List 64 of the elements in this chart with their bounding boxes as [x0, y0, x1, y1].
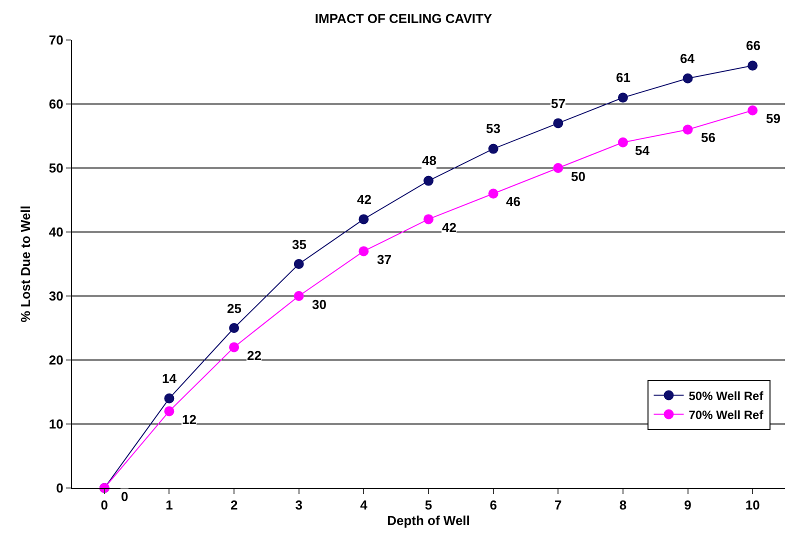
- y-tick-label: 10: [48, 416, 64, 432]
- point: [229, 342, 240, 352]
- point: [424, 176, 434, 186]
- data-label: 22: [247, 348, 262, 363]
- x-axis-title: Depth of Well: [387, 513, 470, 528]
- legend-label: 50% Well Ref: [688, 388, 764, 403]
- data-label: 48: [422, 153, 436, 168]
- point: [682, 73, 693, 84]
- point: [424, 214, 434, 224]
- x-tick-label: 6: [490, 498, 497, 513]
- data-label: 25: [227, 301, 242, 316]
- data-label: 53: [486, 121, 500, 136]
- point: [164, 393, 174, 404]
- y-tick-label: 30: [48, 288, 64, 304]
- y-tick-label: 50: [48, 160, 64, 176]
- x-tick-label: 5: [424, 498, 432, 513]
- data-label: 42: [357, 192, 372, 207]
- point: [488, 188, 498, 199]
- y-axis-title: % Lost Due to Well: [18, 206, 33, 322]
- x-tick-label: 3: [295, 498, 302, 513]
- data-label: 14: [162, 371, 178, 386]
- point: [553, 118, 564, 128]
- data-label: 57: [551, 96, 566, 111]
- x-tick-label: 4: [360, 498, 368, 513]
- y-tick-label: 40: [48, 224, 64, 240]
- x-tick-label: 0: [100, 498, 108, 513]
- y-tick-label: 70: [48, 32, 64, 48]
- point: [748, 105, 758, 116]
- point: [294, 259, 304, 269]
- x-tick-label: 1: [166, 498, 173, 513]
- data-label: 50: [571, 169, 586, 184]
- chart-title: IMPACT OF CEILING CAVITY: [314, 10, 492, 26]
- x-tick-label: 10: [745, 498, 760, 513]
- data-label: 42: [442, 220, 456, 235]
- point: [229, 323, 240, 333]
- data-label: 35: [292, 237, 306, 252]
- x-tick-label: 2: [230, 498, 238, 513]
- point: [618, 137, 628, 148]
- x-tick-label: 7: [554, 498, 562, 513]
- data-label: 54: [635, 143, 650, 158]
- legend-label: 70% Well Ref: [688, 408, 764, 422]
- data-label: 66: [746, 38, 760, 53]
- data-label: 59: [766, 111, 780, 126]
- data-label: 64: [680, 51, 696, 66]
- y-tick-label: 20: [48, 352, 64, 368]
- point: [294, 291, 304, 301]
- point: [488, 144, 498, 154]
- point: [748, 60, 758, 71]
- point: [358, 214, 369, 224]
- y-tick-label: 0: [56, 480, 64, 496]
- x-tick-label: 9: [684, 498, 692, 513]
- data-label: 61: [616, 70, 630, 85]
- point: [618, 92, 628, 103]
- data-label: 46: [506, 194, 520, 209]
- point: [553, 163, 564, 173]
- x-tick-label: 8: [619, 498, 627, 513]
- data-label: 37: [377, 252, 392, 267]
- data-label: 56: [701, 130, 716, 145]
- point: [358, 246, 369, 256]
- data-label: 12: [182, 412, 196, 427]
- point: [682, 124, 693, 135]
- data-label: 30: [312, 297, 326, 312]
- y-tick-label: 60: [48, 96, 64, 112]
- point: [164, 406, 174, 416]
